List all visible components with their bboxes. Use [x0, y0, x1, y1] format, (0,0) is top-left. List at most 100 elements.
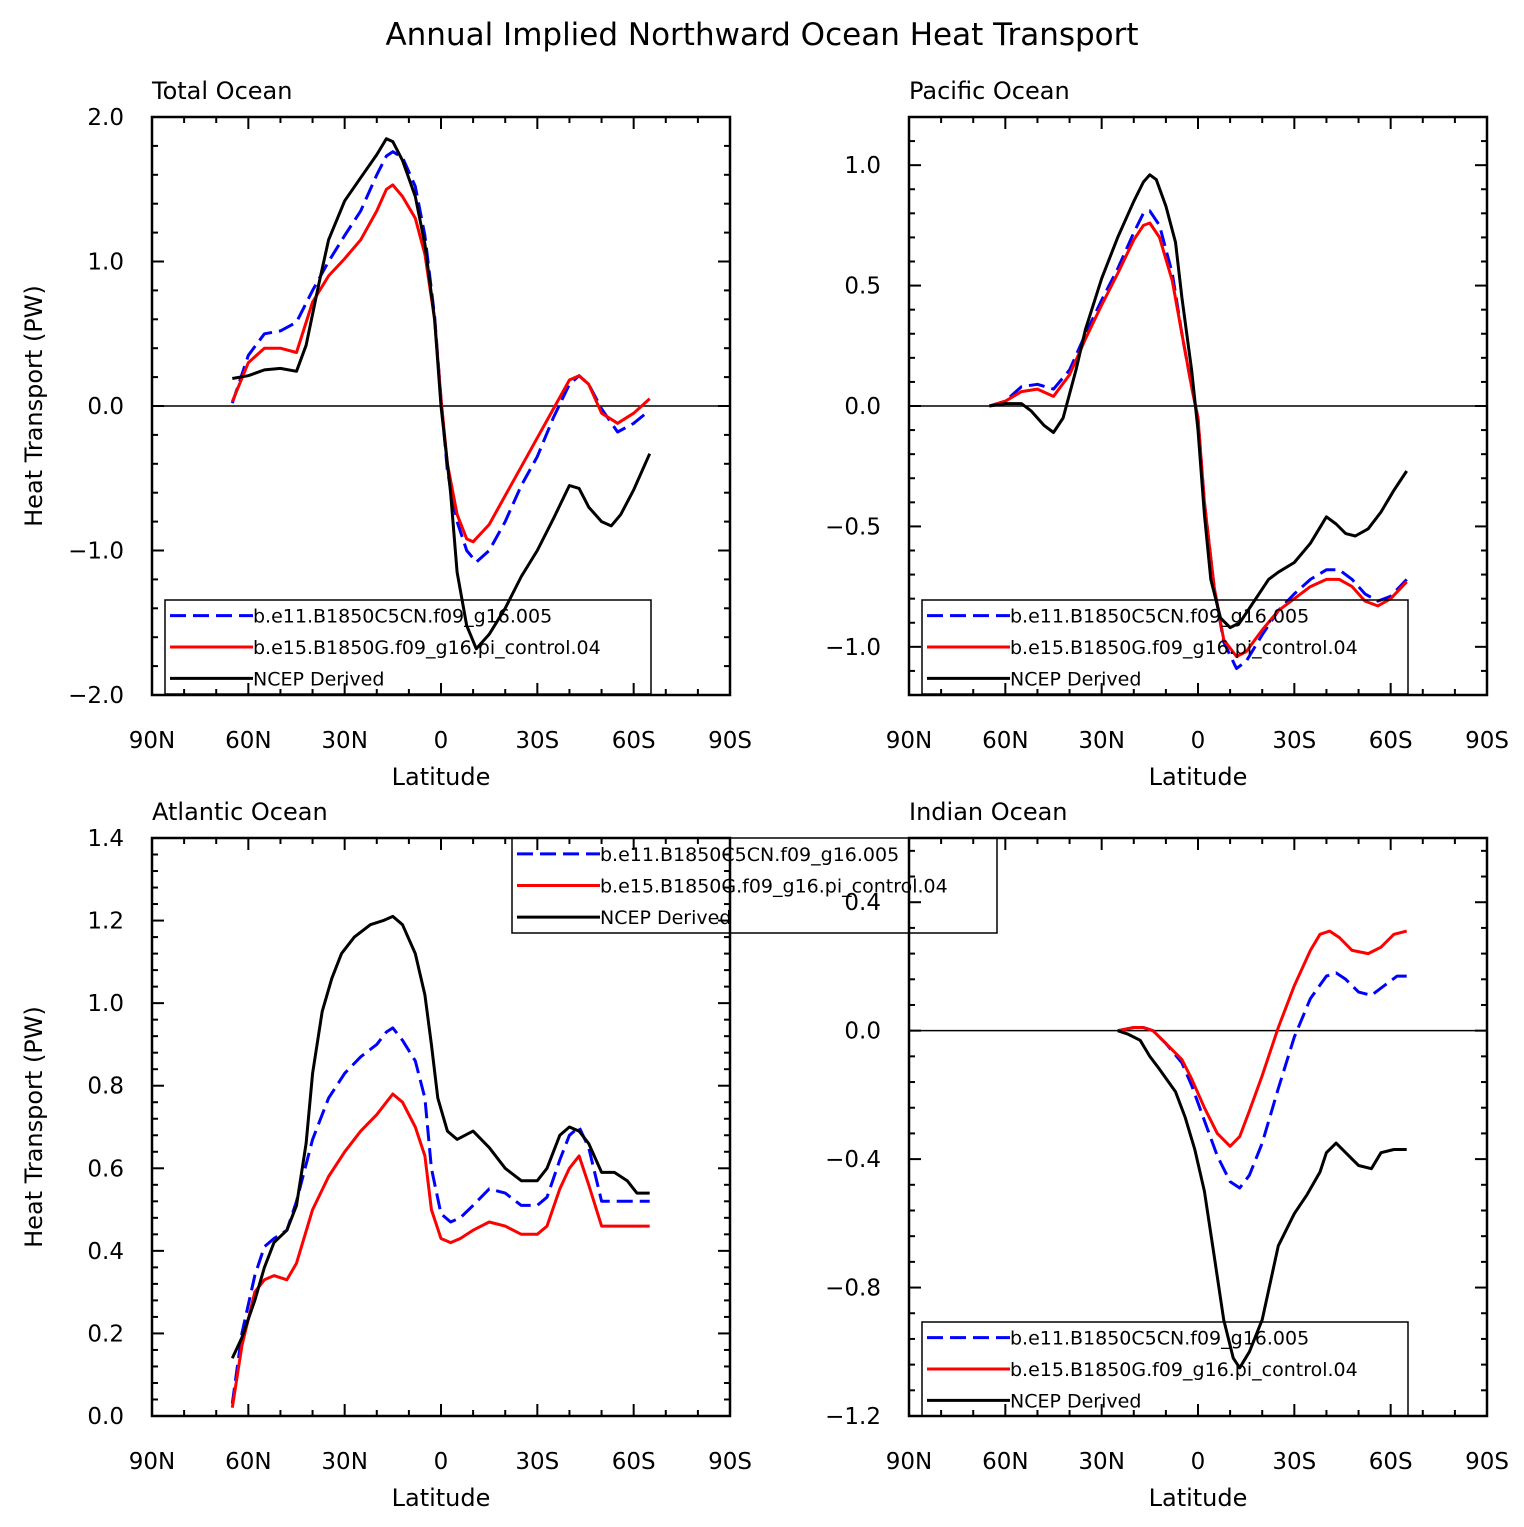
y-tick-label: −0.4: [825, 1147, 881, 1173]
legend: b.e11.B1850C5CN.f09_g16.005 b.e15.B1850G.…: [511, 837, 998, 934]
chart-panel-1: Total Ocean 90N 60N 30N 0 30S 60S 90S −2.0 −1.0 0.…: [20, 77, 752, 791]
legend-label-3: NCEP Derived: [1010, 1390, 1141, 1412]
x-tick-label: 60N: [225, 1449, 271, 1475]
panel-title: Total Ocean: [151, 77, 292, 105]
y-tick-label: 0.2: [87, 1321, 124, 1347]
series-group: [988, 173, 1408, 670]
y-axis-label: Heat Transport (PW): [20, 1006, 48, 1248]
y-tick-label: 0.0: [844, 1019, 881, 1045]
plot-frame: [907, 115, 1489, 697]
series-line-3: [230, 914, 650, 1359]
legend-label-3: NCEP Derived: [1010, 668, 1141, 690]
y-tick-label: 0.8: [87, 1074, 124, 1100]
chart-panel-2: Pacific Ocean 90N 60N 30N 0 30S 60S 90S −1.0 −0.5…: [825, 77, 1509, 791]
legend: b.e11.B1850C5CN.f09_g16.005 b.e15.B1850G.…: [921, 1321, 1409, 1417]
x-tick-label: 90S: [1465, 728, 1509, 754]
x-tick-label: 30N: [321, 1449, 367, 1475]
y-tick-label: −2.0: [68, 683, 124, 709]
y-tick-label: 1.0: [87, 250, 124, 276]
x-tick-label: 0: [1191, 728, 1206, 754]
y-tick-label: 0.4: [844, 890, 881, 916]
legend-box: [511, 837, 998, 934]
series-line-2: [1117, 929, 1408, 1148]
x-tick-label: 60N: [982, 1449, 1028, 1475]
x-tick-label: 60S: [1369, 1449, 1413, 1475]
y-tick-label: 0.6: [87, 1156, 124, 1182]
y-tick-label: 1.0: [844, 153, 881, 179]
panel-title: Indian Ocean: [909, 798, 1068, 826]
y-tick-label: 0.5: [844, 274, 881, 300]
chart-panel-4: Indian Ocean 90N 60N 30N 0 30S 60S 90S −1.2 −0.8 −…: [825, 798, 1509, 1512]
y-axis-label: Heat Transport (PW): [20, 285, 48, 527]
x-tick-label: 60N: [982, 728, 1028, 754]
figure-title: Annual Implied Northward Ocean Heat Tran…: [385, 17, 1138, 53]
y-tick-label: −0.8: [825, 1276, 881, 1302]
series-line-1: [230, 1026, 650, 1404]
x-tick-label: 30N: [1078, 728, 1124, 754]
x-tick-label: 0: [1191, 1449, 1206, 1475]
x-tick-label: 30S: [1272, 728, 1316, 754]
legend-label-1: b.e11.B1850C5CN.f09_g16.005: [600, 844, 899, 866]
y-tick-label: 0.0: [87, 1404, 124, 1430]
series-line-1: [1117, 971, 1407, 1190]
x-tick-label: 60S: [612, 728, 656, 754]
y-tick-label: 0.4: [87, 1239, 124, 1265]
x-axis-label: Latitude: [1149, 1484, 1248, 1512]
y-tick-label: 0.0: [844, 394, 881, 420]
y-tick-label: −1.2: [825, 1404, 881, 1430]
x-tick-label: 30S: [515, 728, 559, 754]
x-tick-label: 90N: [129, 728, 175, 754]
plot-frame: [150, 836, 732, 1418]
legend-box: [921, 599, 1409, 695]
legend-label-2: b.e15.B1850G.f09_g16.pi_control.04: [1010, 637, 1358, 659]
x-tick-label: 90N: [129, 1449, 175, 1475]
legend-label-3: NCEP Derived: [253, 668, 384, 690]
legend: b.e11.B1850C5CN.f09_g16.005 b.e15.B1850G.…: [164, 599, 652, 695]
x-tick-label: 90S: [708, 728, 752, 754]
legend-label-2: b.e15.B1850G.f09_g16.pi_control.04: [253, 637, 601, 659]
y-tick-label: 1.4: [87, 826, 124, 852]
x-axis-label: Latitude: [392, 1484, 491, 1512]
y-tick-label: 0.0: [87, 394, 124, 420]
series-group: [1117, 929, 1408, 1370]
panel-title: Atlantic Ocean: [152, 798, 328, 826]
x-tick-label: 60S: [1369, 728, 1413, 754]
series-group: [230, 914, 650, 1408]
x-tick-label: 0: [434, 728, 449, 754]
series-line-3: [1117, 1029, 1407, 1370]
y-tick-label: −0.5: [825, 514, 881, 540]
x-tick-label: 30S: [515, 1449, 559, 1475]
x-axis-label: Latitude: [1149, 763, 1248, 791]
plot-frame: [150, 115, 732, 697]
x-tick-label: 30N: [1078, 1449, 1124, 1475]
x-tick-label: 90N: [886, 1449, 932, 1475]
y-tick-label: 2.0: [87, 105, 124, 131]
legend-label-1: b.e11.B1850C5CN.f09_g16.005: [1010, 606, 1309, 628]
x-tick-label: 90N: [886, 728, 932, 754]
x-tick-label: 90S: [1465, 1449, 1509, 1475]
series-line-3: [232, 137, 652, 651]
panel-title: Pacific Ocean: [909, 77, 1070, 105]
legend-label-1: b.e11.B1850C5CN.f09_g16.005: [1010, 1328, 1309, 1350]
series-line-2: [230, 1092, 650, 1408]
legend-label-2: b.e15.B1850G.f09_g16.pi_control.04: [1010, 1359, 1358, 1381]
x-tick-label: 90S: [708, 1449, 752, 1475]
x-tick-label: 60N: [225, 728, 271, 754]
chart-panel-3: Atlantic Ocean 90N 60N 30N 0 30S 60S 90S 0.0 0.2 0…: [20, 798, 998, 1512]
y-tick-label: −1.0: [68, 539, 124, 565]
legend: b.e11.B1850C5CN.f09_g16.005 b.e15.B1850G.…: [921, 599, 1409, 695]
x-tick-label: 60S: [612, 1449, 656, 1475]
y-tick-label: 1.0: [87, 991, 124, 1017]
series-line-3: [989, 173, 1408, 630]
legend-box: [921, 1321, 1409, 1417]
x-tick-label: 0: [434, 1449, 449, 1475]
series-group: [230, 137, 652, 651]
y-tick-label: −1.0: [825, 635, 881, 661]
x-tick-label: 30N: [321, 728, 367, 754]
series-line-2: [230, 183, 651, 544]
legend-box: [164, 599, 652, 695]
legend-label-2: b.e15.B1850G.f09_g16.pi_control.04: [600, 876, 948, 898]
legend-label-3: NCEP Derived: [600, 907, 731, 929]
x-axis-label: Latitude: [392, 763, 491, 791]
